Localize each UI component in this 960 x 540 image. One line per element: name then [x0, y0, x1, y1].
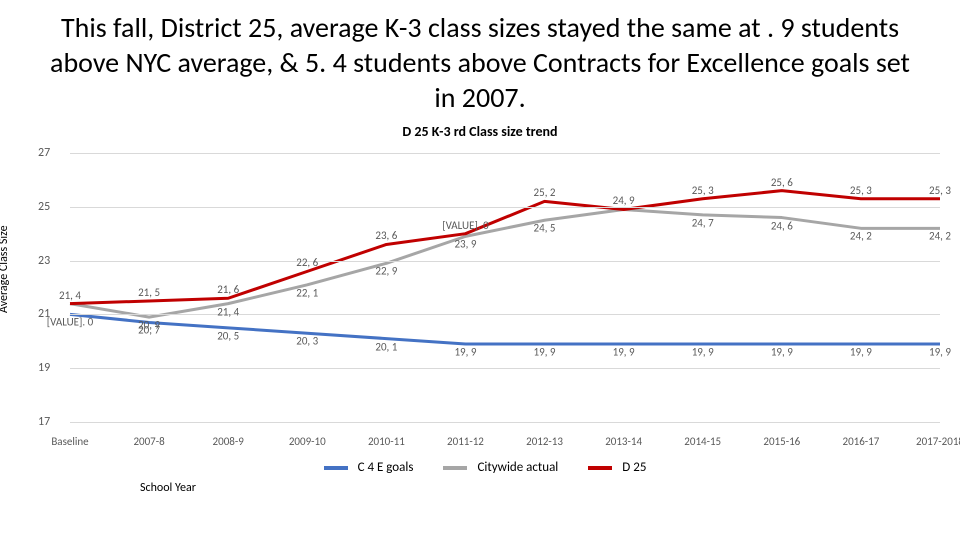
- x-tick-label: 2008-9: [213, 435, 244, 448]
- x-tick-label: Baseline: [51, 435, 88, 448]
- legend-item: C 4 E goals: [314, 460, 414, 475]
- legend-item: Citywide actual: [433, 460, 558, 475]
- gridline: [70, 207, 940, 208]
- data-label: 24, 2: [850, 230, 872, 243]
- legend-swatch: [443, 466, 467, 470]
- y-tick-label: 17: [38, 415, 50, 429]
- data-label: 19, 9: [771, 345, 793, 358]
- data-label: 22, 9: [375, 265, 397, 278]
- data-label: 22, 6: [296, 256, 318, 269]
- data-label: 19, 9: [850, 345, 872, 358]
- gridline: [70, 422, 940, 423]
- data-label: 21, 5: [138, 286, 160, 299]
- data-label: 24, 9: [613, 195, 635, 208]
- page-title: This fall, District 25, average K-3 clas…: [0, 0, 960, 115]
- y-tick-label: 23: [38, 254, 50, 268]
- x-axis-label: School Year: [140, 481, 196, 495]
- data-label: 19, 9: [929, 345, 951, 358]
- data-label: 19, 9: [454, 345, 476, 358]
- chart-legend: C 4 E goals Citywide actual D 25: [0, 460, 960, 475]
- legend-swatch: [588, 466, 612, 470]
- data-label: 21, 6: [217, 283, 239, 296]
- data-label: [VALUE]. 0: [442, 219, 489, 232]
- data-label: 25, 2: [534, 186, 556, 199]
- data-label: [VALUE]. 0: [47, 316, 94, 329]
- gridline: [70, 314, 940, 315]
- data-label: 20, 3: [296, 335, 318, 348]
- data-label: 19, 9: [534, 345, 556, 358]
- x-tick-label: 2009-10: [289, 435, 326, 448]
- data-label: 24, 5: [534, 222, 556, 235]
- x-tick-label: 2015-16: [763, 435, 800, 448]
- x-tick-label: 2012-13: [526, 435, 563, 448]
- data-label: 24, 6: [771, 219, 793, 232]
- y-tick-label: 27: [38, 146, 50, 160]
- gridline: [70, 153, 940, 154]
- y-tick-label: 19: [38, 361, 50, 375]
- data-label: 20, 5: [217, 329, 239, 342]
- data-label: 25, 6: [771, 176, 793, 189]
- data-label: 20, 1: [375, 340, 397, 353]
- series-line: [70, 314, 940, 344]
- y-tick-label: 25: [38, 200, 50, 214]
- chart-title: D 25 K-3 rd Class size trend: [0, 123, 960, 140]
- x-tick-label: 2016-17: [842, 435, 879, 448]
- y-axis-label: Average Class Size: [0, 225, 11, 313]
- x-tick-label: 2007-8: [133, 435, 164, 448]
- x-tick-label: 2011-12: [447, 435, 484, 448]
- data-label: 25, 3: [850, 184, 872, 197]
- gridline: [70, 368, 940, 369]
- x-tick-label: 2013-14: [605, 435, 642, 448]
- data-label: 25, 3: [929, 184, 951, 197]
- gridline: [70, 261, 940, 262]
- chart-container: D 25 K-3 rd Class size trend Average Cla…: [0, 123, 960, 503]
- data-label: 24, 7: [692, 216, 714, 229]
- data-label: 24, 2: [929, 230, 951, 243]
- data-label: 19, 9: [692, 345, 714, 358]
- chart-plot-area: 171921232527Baseline2007-82008-92009-102…: [70, 153, 940, 423]
- data-label: 23, 9: [454, 238, 476, 251]
- data-label: 20, 9: [138, 318, 160, 331]
- data-label: 25, 3: [692, 184, 714, 197]
- chart-lines: [70, 153, 940, 422]
- data-label: 21, 4: [217, 305, 239, 318]
- legend-swatch: [324, 466, 348, 470]
- data-label: 19, 9: [613, 345, 635, 358]
- data-label: 23, 6: [375, 230, 397, 243]
- data-label: 22, 1: [296, 286, 318, 299]
- legend-item: D 25: [578, 460, 646, 475]
- x-tick-label: 2017-2018: [916, 435, 960, 448]
- series-line: [70, 209, 940, 317]
- x-tick-label: 2014-15: [684, 435, 721, 448]
- data-label: 21, 4: [59, 289, 81, 302]
- x-tick-label: 2010-11: [368, 435, 405, 448]
